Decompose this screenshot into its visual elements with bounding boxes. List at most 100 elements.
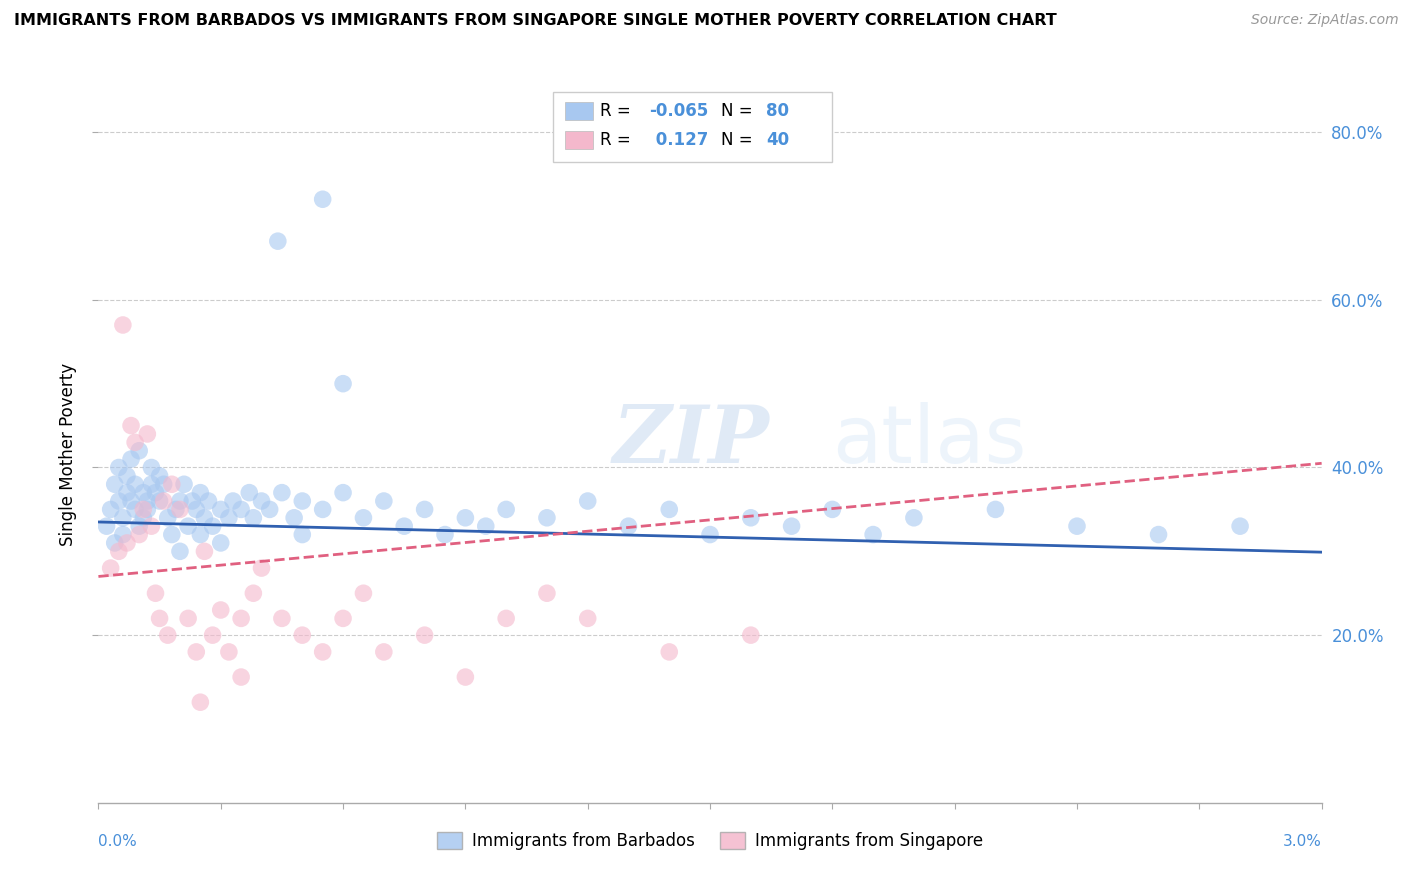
Point [495,502,517,516]
Point [120,418,142,433]
Point [96,519,118,533]
Text: 40: 40 [766,131,789,149]
Point [104,477,127,491]
Point [209,603,232,617]
Point [108,460,131,475]
Point [373,645,395,659]
Text: 3.0%: 3.0% [1282,834,1322,849]
Point [186,645,208,659]
Point [128,519,150,533]
Point [193,544,215,558]
Point [332,376,354,391]
Point [128,527,150,541]
Point [821,502,844,516]
Point [188,485,212,500]
Point [124,477,146,491]
Point [100,502,122,516]
Point [115,468,138,483]
Point [576,611,599,625]
Text: 0.127: 0.127 [650,131,709,149]
Point [124,435,146,450]
Point [120,494,142,508]
Point [149,611,172,625]
Point [267,234,290,248]
Point [862,527,884,541]
Point [291,527,314,541]
Point [165,502,187,516]
Point [984,502,1007,516]
Legend: Immigrants from Barbados, Immigrants from Singapore: Immigrants from Barbados, Immigrants fro… [430,826,990,857]
Point [780,519,803,533]
Point [454,510,477,524]
Point [111,527,134,541]
Point [311,502,335,516]
Point [100,561,122,575]
Text: 0.0%: 0.0% [98,834,138,849]
Point [149,468,172,483]
Point [454,670,477,684]
Point [152,477,174,491]
Point [291,494,314,508]
Point [108,494,131,508]
Text: IMMIGRANTS FROM BARBADOS VS IMMIGRANTS FROM SINGAPORE SINGLE MOTHER POVERTY CORR: IMMIGRANTS FROM BARBADOS VS IMMIGRANTS F… [14,13,1057,29]
Point [495,611,517,625]
Point [188,695,212,709]
Point [270,611,292,625]
Point [120,452,142,467]
Text: atlas: atlas [832,402,1026,480]
Point [903,510,925,524]
Text: R =: R = [600,102,631,120]
Point [658,645,681,659]
Point [149,494,172,508]
Point [111,510,134,524]
Text: 80: 80 [766,102,789,120]
Point [141,460,163,475]
Point [229,502,253,516]
Point [238,485,260,500]
Point [201,519,224,533]
Point [1147,527,1170,541]
Text: N =: N = [721,131,752,149]
Point [413,628,436,642]
Point [291,628,314,642]
Point [311,192,335,206]
Point [115,536,138,550]
Point [115,485,138,500]
Point [128,443,150,458]
Point [229,670,253,684]
Point [1229,519,1251,533]
Point [160,527,183,541]
Point [332,611,354,625]
Point [229,611,253,625]
Point [132,485,155,500]
Point [332,485,354,500]
Point [136,502,159,516]
Point [413,502,436,516]
Point [181,494,204,508]
Point [474,519,498,533]
Point [160,477,183,491]
Point [136,494,159,508]
Point [311,645,335,659]
Point [218,510,240,524]
Point [141,519,163,533]
Point [169,544,191,558]
Point [740,628,762,642]
Point [222,494,245,508]
Point [177,519,200,533]
Point [132,502,155,516]
Point [352,510,374,524]
Point [111,318,134,332]
Point [250,561,273,575]
Point [173,477,195,491]
Text: R =: R = [600,131,631,149]
Point [658,502,681,516]
Point [1066,519,1088,533]
Point [699,527,721,541]
Point [536,586,558,600]
Text: ZIP: ZIP [612,402,769,480]
Point [124,502,146,516]
Point [108,544,131,558]
Point [242,586,264,600]
Point [145,485,167,500]
